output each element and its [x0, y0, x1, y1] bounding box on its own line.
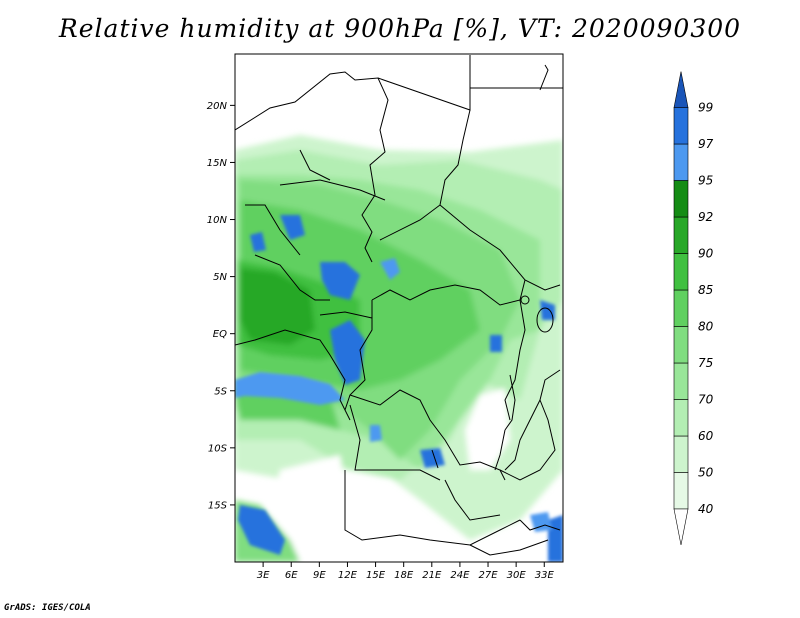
- map-frame: [234, 53, 564, 563]
- footer-credit: GrADS: IGES/COLA: [4, 603, 91, 613]
- lon-tick-label: 30E: [507, 570, 527, 581]
- colorbar-label: 70: [698, 393, 714, 407]
- lon-tick-label: 3E: [257, 570, 270, 581]
- colorbar-label: 95: [698, 174, 713, 188]
- lakes: [431, 295, 554, 471]
- country-borders: [235, 55, 563, 556]
- colorbar-label: 97: [698, 137, 714, 151]
- longitude-axis: 3E 6E 9E 12E 15E 18E 21E 24E 27E 30E 33E: [257, 562, 555, 581]
- colorbar-segment: [673, 472, 689, 510]
- colorbar-label: 75: [698, 356, 713, 370]
- lon-tick-label: 27E: [479, 570, 499, 581]
- colorbar-segment: [673, 180, 689, 218]
- colorbar-label: 92: [698, 210, 713, 224]
- colorbar-segment: [673, 107, 689, 145]
- lat-tick-label: 20N: [207, 101, 228, 112]
- lat-tick-label: 15S: [208, 500, 228, 511]
- lon-tick-label: 33E: [535, 570, 555, 581]
- lat-tick-label: 5S: [214, 386, 227, 397]
- colorbar-segment: [673, 253, 689, 291]
- colorbar-label: 90: [698, 247, 714, 261]
- colorbar-label: 99: [698, 101, 713, 115]
- colorbar-top-arrow: [673, 71, 689, 108]
- colorbar: 40 50 60 70 75 80 85 90 92 95 97 99: [673, 71, 714, 546]
- map-title: Relative humidity at 900hPa [%], VT: 202…: [58, 14, 742, 43]
- humidity-field: [235, 54, 563, 562]
- colorbar-label: 60: [698, 429, 714, 443]
- colorbar-bottom-arrow: [673, 508, 689, 546]
- lon-tick-label: 18E: [394, 570, 414, 581]
- latitude-axis: 20N 15N 10N 5N EQ 5S 10S 15S: [207, 101, 235, 511]
- lon-tick-label: 21E: [422, 570, 442, 581]
- lat-tick-label: 15N: [207, 158, 228, 169]
- lon-tick-label: 6E: [285, 570, 298, 581]
- colorbar-segment: [673, 435, 689, 473]
- colorbar-label: 40: [698, 502, 714, 516]
- lon-tick-label: 24E: [450, 570, 470, 581]
- colorbar-segment: [673, 216, 689, 254]
- colorbar-segment: [673, 326, 689, 364]
- colorbar-label: 50: [698, 466, 714, 480]
- lat-tick-label: 5N: [213, 272, 227, 283]
- colorbar-segment: [673, 399, 689, 437]
- lon-tick-label: 15E: [366, 570, 386, 581]
- lat-tick-label: 10N: [207, 215, 228, 226]
- lon-tick-label: 12E: [338, 570, 358, 581]
- colorbar-label: 85: [698, 283, 713, 297]
- colorbar-label: 80: [698, 320, 714, 334]
- lat-tick-label: 10S: [208, 443, 228, 454]
- lat-tick-label: EQ: [213, 329, 227, 340]
- lon-tick-label: 9E: [313, 570, 326, 581]
- colorbar-segment: [673, 362, 689, 400]
- colorbar-segment: [673, 289, 689, 327]
- colorbar-segment: [673, 143, 689, 181]
